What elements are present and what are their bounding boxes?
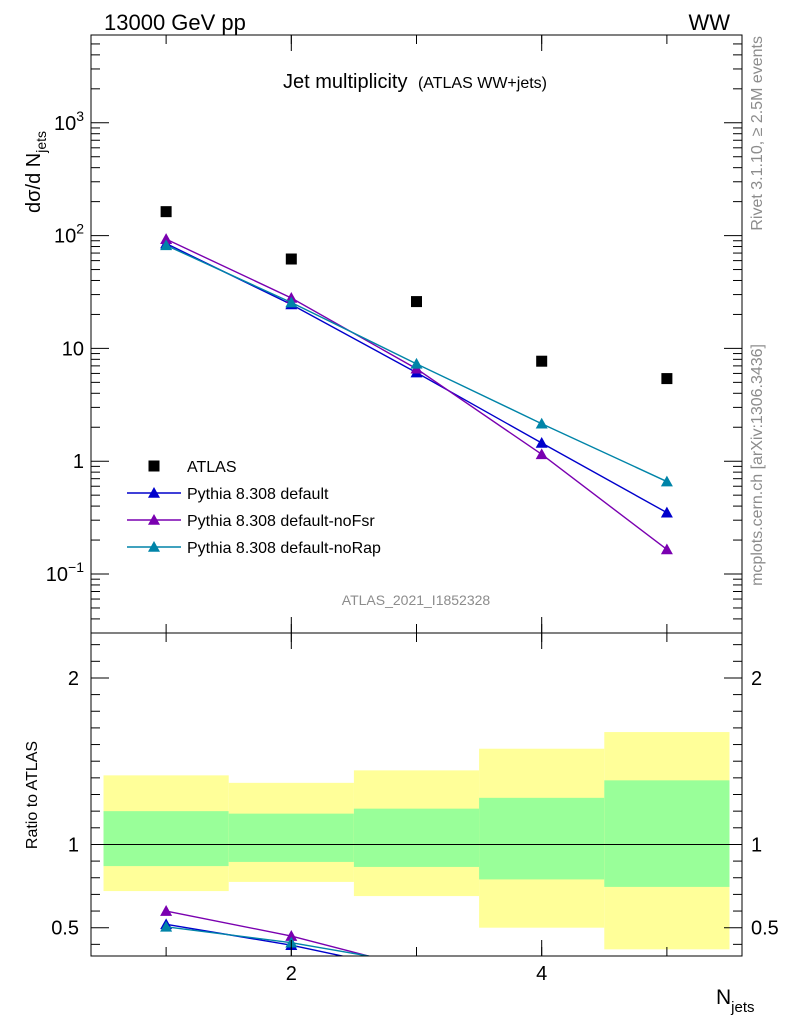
main-data-point (660, 506, 673, 518)
main-y-axis-label-text: dσ/d N (23, 153, 45, 213)
mcplots-label: mcplots.cern.ch [arXiv:1306.3436] (749, 344, 766, 586)
x-axis-label-text: N (716, 986, 731, 1009)
main-y-tick-label-base: 10 (62, 338, 84, 360)
main-y-tick-label: 10−1 (46, 559, 84, 586)
ratio-data-point (661, 985, 673, 996)
main-y-tick-label: 103 (54, 108, 84, 135)
chart-subtitle: (ATLAS WW+jets) (418, 75, 547, 92)
legend-marker-square (148, 460, 160, 472)
legend-entry-label: Pythia 8.308 default-noFsr (187, 513, 375, 530)
x-tick-label: 4 (536, 963, 547, 985)
atlas-data-point (411, 296, 422, 308)
main-y-tick-label-base: 10 (54, 226, 76, 248)
main-data-point (410, 357, 423, 369)
main-data-point (160, 239, 173, 251)
header-right-label: WW (688, 10, 730, 35)
ratio-band-green (353, 808, 480, 867)
ratio-y-tick-label-right: 0.5 (751, 918, 779, 940)
main-data-point (535, 448, 548, 460)
ratio-band-green (228, 813, 354, 862)
ratio-data-point (160, 905, 173, 916)
ratio-data-point (661, 1000, 673, 1011)
x-tick-label: 2 (286, 963, 297, 985)
main-data-point (285, 296, 298, 308)
main-y-tick-label: 10 (62, 338, 84, 360)
x-axis-label-subscript: jets (730, 999, 754, 1016)
main-y-axis-label: dσ/d Njets (23, 131, 49, 213)
main-data-point (535, 437, 548, 448)
atlas-data-point (661, 373, 673, 385)
ratio-plot-panel: 2 4 0.5 0.5 1 1 2 2 Ratio to ATLAS Njets (24, 632, 779, 1016)
ratio-series-line (166, 926, 373, 956)
legend-entry-label: ATLAS (187, 459, 237, 476)
legend-entry-label: Pythia 8.308 default-noRap (187, 540, 381, 557)
main-data-point (160, 233, 173, 244)
main-y-tick-label-base: 10 (54, 113, 76, 135)
ratio-data-point (411, 958, 423, 969)
legend-marker-triangle (148, 487, 160, 498)
ratio-series-line (165, 910, 372, 956)
main-y-tick-label-exponent: −1 (68, 559, 84, 575)
ratio-series-line (166, 923, 346, 956)
ratio-data-point (411, 966, 423, 977)
legend: ATLAS Pythia 8.308 default Pythia 8.308 de… (127, 459, 381, 557)
ratio-band-green (479, 797, 605, 880)
main-y-tick-label-exponent: 3 (76, 108, 84, 124)
atlas-data-point (536, 355, 548, 367)
ratio-y-tick-label: 0.5 (51, 918, 79, 940)
legend-entry-label: Pythia 8.308 default (187, 486, 329, 503)
main-y-tick-label: 1 (73, 451, 84, 473)
x-axis-label: Njets (716, 986, 755, 1016)
ratio-band-green (604, 780, 730, 887)
ratio-data-point (661, 994, 673, 1005)
main-y-tick-label-base: 10 (46, 564, 68, 586)
rivet-label: Rivet 3.1.10, ≥ 2.5M events (749, 36, 766, 231)
ratio-y-tick-label: 2 (68, 668, 79, 690)
main-y-tick-label: 102 (54, 221, 84, 248)
legend-marker-triangle (148, 514, 160, 525)
ratio-y-axis-label: Ratio to ATLAS (24, 741, 41, 849)
legend-marker-triangle (148, 541, 160, 552)
chart-title: Jet multiplicity (283, 71, 407, 93)
ratio-data-point (411, 962, 423, 973)
ratio-data-point (160, 920, 173, 932)
main-y-axis-label-subscript: jets (33, 131, 49, 154)
main-series-line (165, 242, 668, 514)
ratio-y-tick-label: 1 (68, 834, 79, 856)
ratio-data-point (285, 930, 298, 941)
header-left-label: 13000 GeV pp (104, 10, 246, 35)
watermark: ATLAS_2021_I1852328 (342, 592, 491, 608)
main-y-tick-label-base: 1 (73, 451, 84, 473)
atlas-data-point (285, 253, 297, 265)
atlas-data-point (160, 206, 172, 218)
main-y-tick-label-exponent: 2 (76, 221, 84, 237)
main-data-point (535, 417, 548, 429)
ratio-y-tick-label-right: 2 (751, 668, 762, 690)
ratio-y-tick-label-right: 1 (751, 834, 762, 856)
main-data-point (660, 475, 673, 487)
ratio-band-green (103, 811, 229, 867)
main-plot-title: Jet multiplicity (ATLAS WW+jets) (283, 71, 547, 93)
main-data-point (660, 543, 673, 555)
